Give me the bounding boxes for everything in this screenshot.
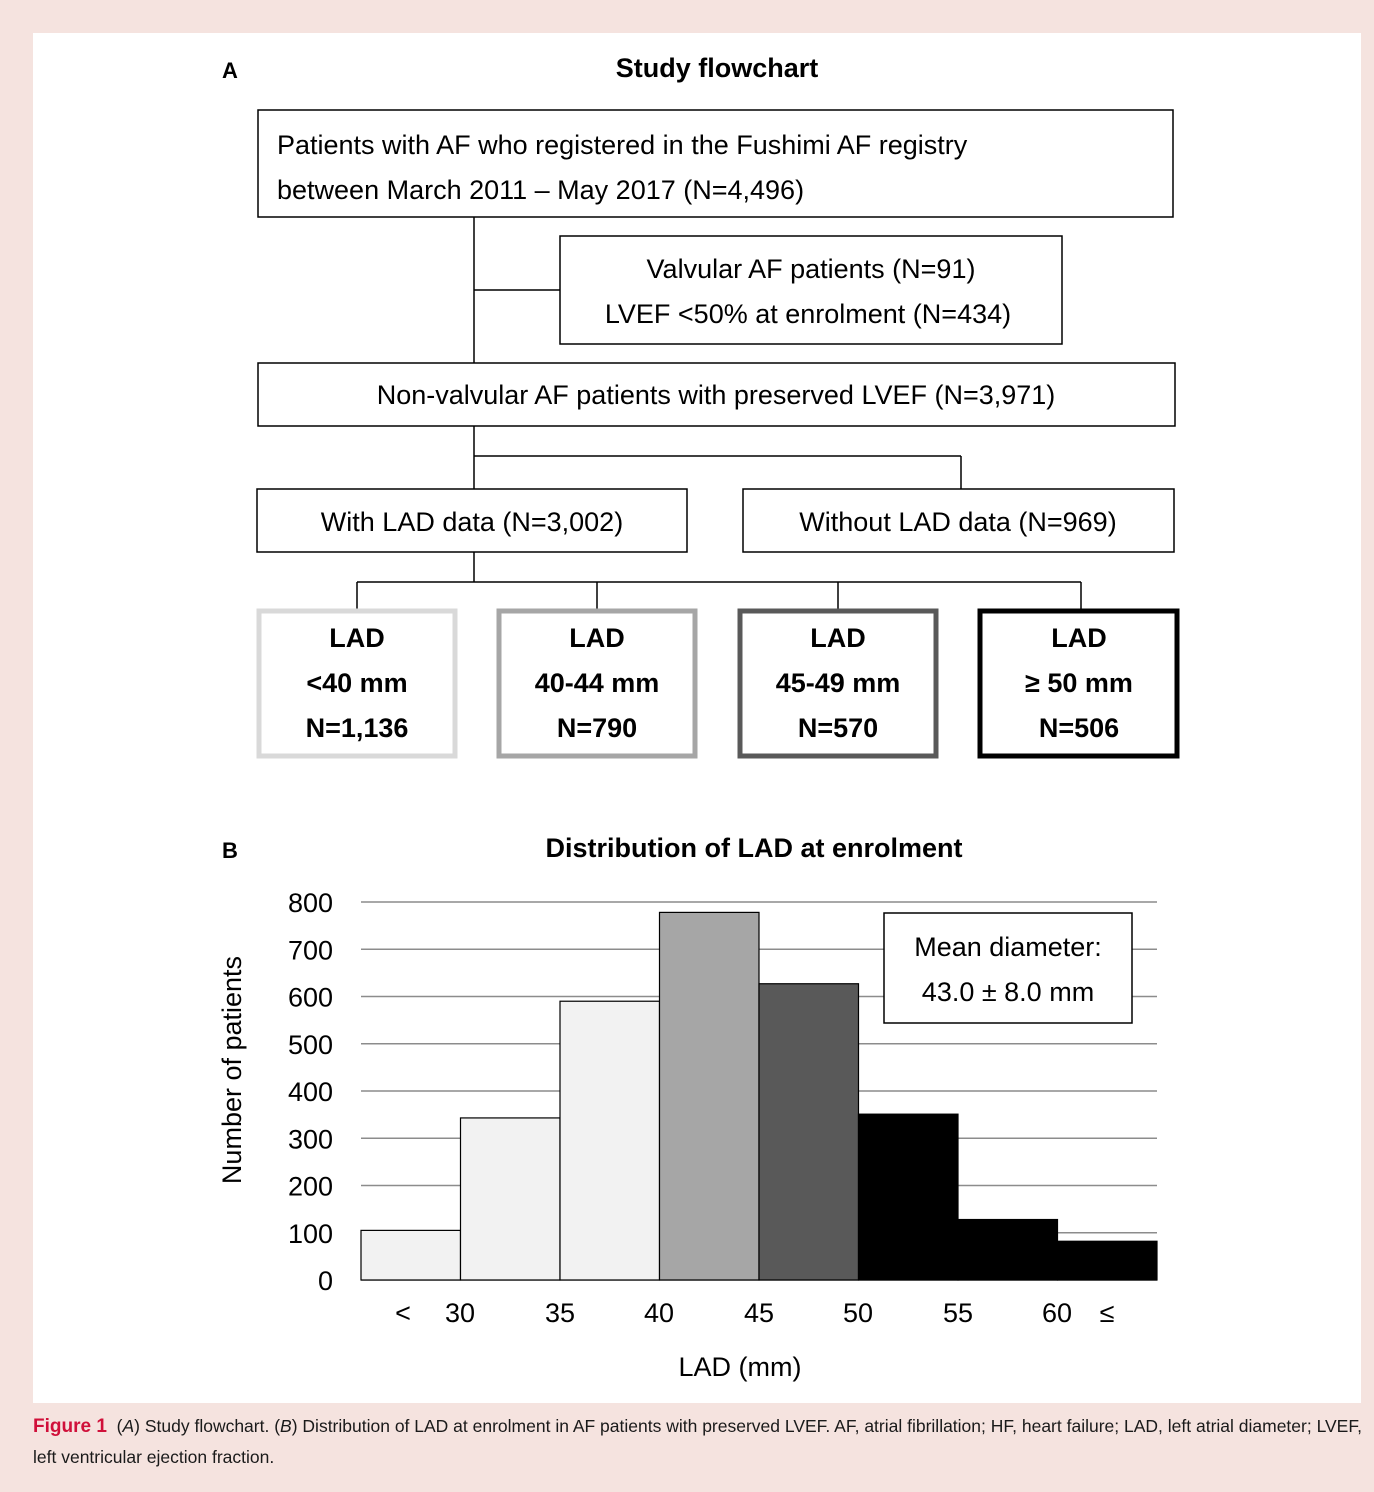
histogram-bars [360, 911, 1158, 1281]
y-tick-label: 300 [288, 1124, 333, 1154]
exclusion-line1: Valvular AF patients (N=91) [647, 254, 976, 284]
group-2-line1: LAD [569, 623, 625, 653]
group-lad-45-49: LAD 45-49 mm N=570 [737, 608, 939, 759]
group-4-line1: LAD [1051, 623, 1107, 653]
histogram-bar [957, 1218, 1059, 1281]
panel-a-letter: A [222, 58, 238, 83]
mean-diameter-line2: 43.0 ± 8.0 mm [922, 977, 1094, 1007]
figure-caption: Figure 1 (A) Study flowchart. (B) Distri… [33, 1411, 1363, 1472]
x-tick-label: 60 [1042, 1298, 1072, 1328]
y-axis-label: Number of patients [217, 956, 247, 1184]
y-tick-label: 0 [318, 1266, 333, 1296]
caption-text-3: ) Distribution of LAD at enrolment in AF… [33, 1416, 1362, 1467]
x-axis-label: LAD (mm) [679, 1352, 802, 1382]
group-lad-under-40: LAD <40 mm N=1,136 [256, 608, 458, 759]
with-lad-box [256, 488, 688, 553]
mean-diameter-line1: Mean diameter: [914, 932, 1102, 962]
histogram-bar [658, 911, 760, 1281]
y-tick-label: 200 [288, 1172, 333, 1202]
y-tick-label: 700 [288, 935, 333, 965]
y-tick-label: 100 [288, 1219, 333, 1249]
group-2-line2: 40-44 mm [535, 668, 660, 698]
figure-label: Figure 1 [33, 1416, 107, 1437]
x-tick-label: < [395, 1298, 411, 1328]
histogram-bar [1056, 1240, 1158, 1281]
group-1-line1: LAD [329, 623, 385, 653]
x-tick-labels: <30 35 40 45 50 55 60 ≤ [395, 1298, 1114, 1328]
group-lad-40-44: LAD 40-44 mm N=790 [496, 608, 698, 759]
caption-a-letter: A [122, 1416, 135, 1436]
registry-box [257, 109, 1174, 218]
flowchart-title: Study flowchart [616, 53, 819, 83]
histogram-bar [360, 1229, 462, 1281]
group-1-line2: <40 mm [306, 668, 407, 698]
x-tick-label: 35 [545, 1298, 575, 1328]
y-tick-labels: 0 100 200 300 400 500 600 700 800 [288, 888, 333, 1296]
x-tick-label: 45 [744, 1298, 774, 1328]
group-4-line2: ≥ 50 mm [1025, 668, 1133, 698]
nonvalvular-box [257, 362, 1176, 427]
caption-text-1: ( [116, 1416, 123, 1436]
group-3-line1: LAD [810, 623, 866, 653]
group-4-line3: N=506 [1039, 713, 1119, 743]
group-2-line3: N=790 [557, 713, 637, 743]
registry-box-line1: Patients with AF who registered in the F… [277, 130, 968, 160]
histogram-bar [857, 1113, 959, 1281]
mean-diameter-box [883, 912, 1133, 1024]
x-tick-label: 50 [843, 1298, 873, 1328]
caption-b-letter: B [280, 1416, 292, 1436]
histogram-bar [559, 1000, 661, 1281]
group-box-1 [256, 608, 458, 759]
with-lad-text: With LAD data (N=3,002) [321, 507, 623, 537]
x-tick-label: ≤ [1100, 1298, 1115, 1328]
histogram-bar [459, 1117, 561, 1281]
group-3-line2: 45-49 mm [776, 668, 901, 698]
without-lad-text: Without LAD data (N=969) [799, 507, 1116, 537]
x-tick-label: 55 [943, 1298, 973, 1328]
group-lad-50-plus: LAD ≥ 50 mm N=506 [977, 608, 1180, 759]
exclusion-line2: LVEF <50% at enrolment (N=434) [605, 299, 1011, 329]
registry-box-line2: between March 2011 – May 2017 (N=4,496) [277, 175, 804, 205]
x-tick-label: 30 [445, 1298, 475, 1328]
group-box-4 [977, 608, 1180, 759]
exclusion-box [559, 235, 1063, 345]
y-tick-label: 800 [288, 888, 333, 918]
histogram-bar [758, 983, 860, 1281]
group-3-line3: N=570 [798, 713, 878, 743]
panel-b-letter: B [222, 838, 238, 863]
caption-text-2: ) Study flowchart. ( [134, 1416, 281, 1436]
y-tick-label: 400 [288, 1077, 333, 1107]
group-1-line3: N=1,136 [306, 713, 409, 743]
group-box-2 [496, 608, 698, 759]
nonvalvular-box-text: Non-valvular AF patients with preserved … [377, 380, 1056, 410]
group-box-3 [737, 608, 939, 759]
y-tick-label: 600 [288, 983, 333, 1013]
chart-title: Distribution of LAD at enrolment [546, 833, 963, 863]
x-tick-label: 40 [644, 1298, 674, 1328]
y-tick-label: 500 [288, 1030, 333, 1060]
without-lad-box [742, 488, 1175, 553]
